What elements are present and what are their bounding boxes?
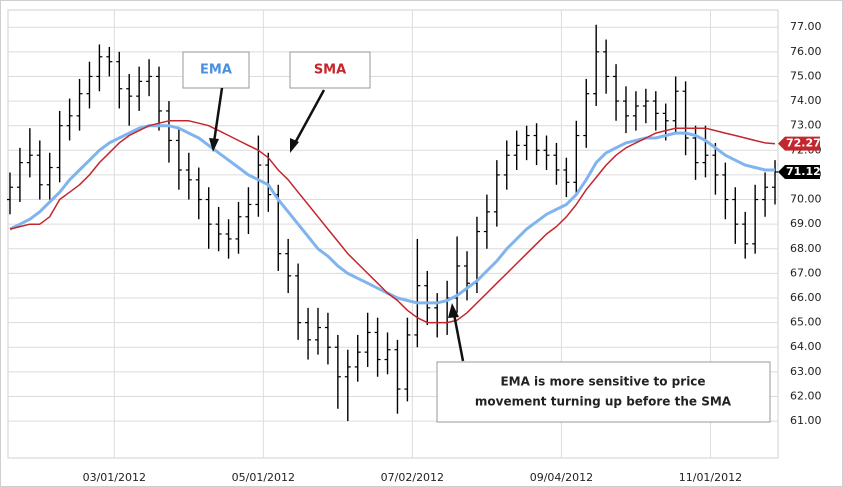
annotations: EMA SMA EMA is more sensitive to price m… (182, 51, 771, 423)
sma-label: SMA (314, 63, 346, 78)
y-tick-label: 70.00 (790, 193, 822, 206)
x-tick-label: 11/01/2012 (679, 471, 742, 484)
sma-arrow (293, 89, 326, 144)
marks (6, 24, 779, 422)
ema-label: EMA (200, 63, 232, 78)
callout-line: movement turning up before the SMA (475, 395, 732, 409)
x-tick-label: 09/04/2012 (530, 471, 593, 484)
x-tick-label: 07/02/2012 (381, 471, 444, 484)
labels: 61.00 62.00 63.00 64.00 65.00 66.00 67.00 68.00… (83, 20, 822, 484)
y-tick-label: 62.00 (790, 389, 822, 402)
value-label: 71.12 (786, 165, 821, 178)
value-label: 72.27 (786, 137, 821, 150)
sma-box (289, 51, 371, 89)
callout-arrow (452, 313, 465, 362)
y-tick-label: 69.00 (790, 217, 822, 230)
y-tick-label: 67.00 (790, 266, 822, 279)
ema-arrowhead (209, 138, 219, 152)
sma-arrowhead (290, 138, 299, 153)
callout-line: EMA is more sensitive to price (500, 375, 705, 389)
x-tick-label: 05/01/2012 (232, 471, 295, 484)
ema-box (182, 51, 250, 89)
y-tick-label: 66.00 (790, 291, 822, 304)
y-tick-label: 65.00 (790, 316, 822, 329)
value-tag (778, 136, 820, 151)
y-tick-label: 63.00 (790, 365, 822, 378)
y-tick-label: 75.00 (790, 69, 822, 82)
y-tick-label: 76.00 (790, 45, 822, 58)
y-tick-label: 73.00 (790, 119, 822, 132)
y-tick-label: 64.00 (790, 340, 822, 353)
y-tick-label: 74.00 (790, 94, 822, 107)
callout-box (436, 361, 771, 423)
y-tick-label: 61.00 (790, 414, 822, 427)
x-tick-label: 03/01/2012 (83, 471, 146, 484)
value-tag (778, 164, 820, 179)
callout-arrowhead (448, 303, 459, 318)
y-tick-label: 68.00 (790, 242, 822, 255)
y-tick-label: 77.00 (790, 20, 822, 33)
plot-area (7, 9, 779, 459)
ema-arrow (212, 87, 224, 143)
line-sma (9, 120, 776, 324)
